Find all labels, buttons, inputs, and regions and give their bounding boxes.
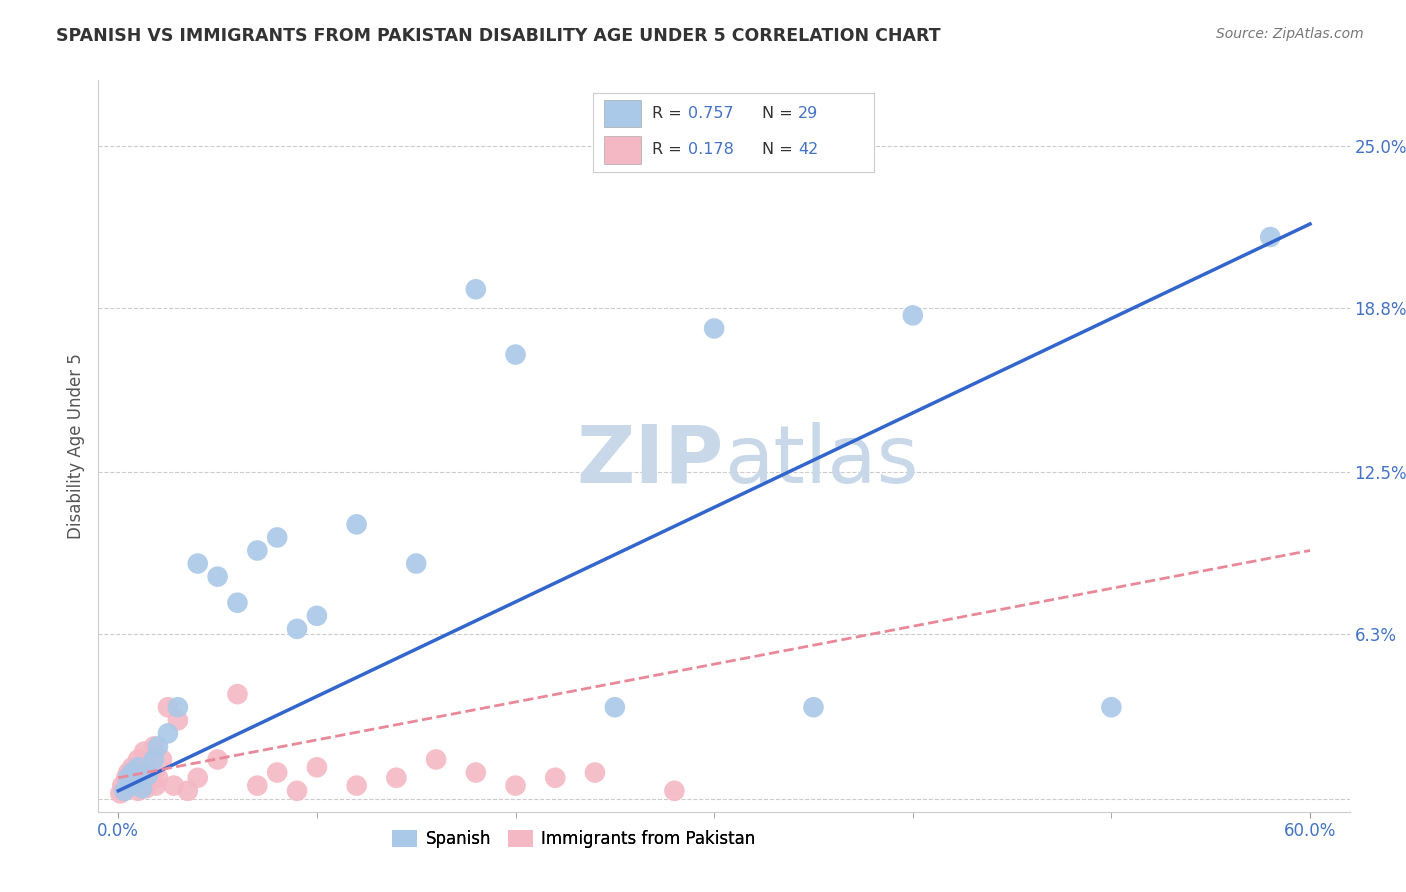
Point [177,784,200,798]
Point [305,760,328,774]
Point [117,765,139,780]
Point [187,771,209,785]
Point [226,687,249,701]
Point [127,760,149,774]
Point [112,784,135,798]
Point [405,557,427,571]
Point [505,779,527,793]
Point [150,752,173,766]
Point [129,765,152,780]
Point [135,781,157,796]
Point [156,700,179,714]
Point [346,779,368,793]
Point [285,784,308,798]
Point [139,773,162,788]
Point [464,765,486,780]
Point [145,779,167,793]
Point [544,771,567,785]
Point [167,700,190,714]
Point [385,771,408,785]
Point [664,784,686,798]
Text: Source: ZipAtlas.com: Source: ZipAtlas.com [1216,27,1364,41]
Text: atlas: atlas [724,422,918,500]
Point [136,768,159,782]
Point [146,771,169,785]
Point [505,348,527,362]
Point [146,739,169,754]
Point [112,784,135,798]
Point [266,765,288,780]
Point [136,760,159,774]
Point [143,739,166,754]
Point [125,779,148,793]
Point [127,752,149,766]
Point [1099,700,1122,714]
Legend: Spanish, Immigrants from Pakistan: Spanish, Immigrants from Pakistan [385,823,762,855]
Point [122,771,145,785]
Text: SPANISH VS IMMIGRANTS FROM PAKISTAN DISABILITY AGE UNDER 5 CORRELATION CHART: SPANISH VS IMMIGRANTS FROM PAKISTAN DISA… [56,27,941,45]
Point [111,779,134,793]
Point [117,781,139,796]
Point [120,779,142,793]
Point [1258,230,1281,244]
Point [110,787,132,801]
Point [207,569,229,583]
Point [583,765,606,780]
Point [246,543,269,558]
Y-axis label: Disability Age Under 5: Disability Age Under 5 [66,353,84,539]
Point [285,622,308,636]
Point [121,765,143,780]
Point [131,776,153,790]
Point [266,530,288,544]
Point [464,282,486,296]
Point [143,752,166,766]
Point [346,517,368,532]
Point [141,765,163,780]
Point [131,781,153,796]
Point [117,771,139,785]
Point [167,714,190,728]
Point [127,784,149,798]
Point [187,557,209,571]
Point [246,779,269,793]
Point [901,309,924,323]
Point [803,700,825,714]
Point [156,726,179,740]
Point [132,745,155,759]
Point [207,752,229,766]
Point [703,321,725,335]
Point [120,776,142,790]
Point [305,608,328,623]
Point [121,760,143,774]
Point [115,771,138,785]
Point [226,596,249,610]
Point [163,779,186,793]
Point [122,776,145,790]
Text: ZIP: ZIP [576,422,724,500]
Point [425,752,447,766]
Point [603,700,626,714]
